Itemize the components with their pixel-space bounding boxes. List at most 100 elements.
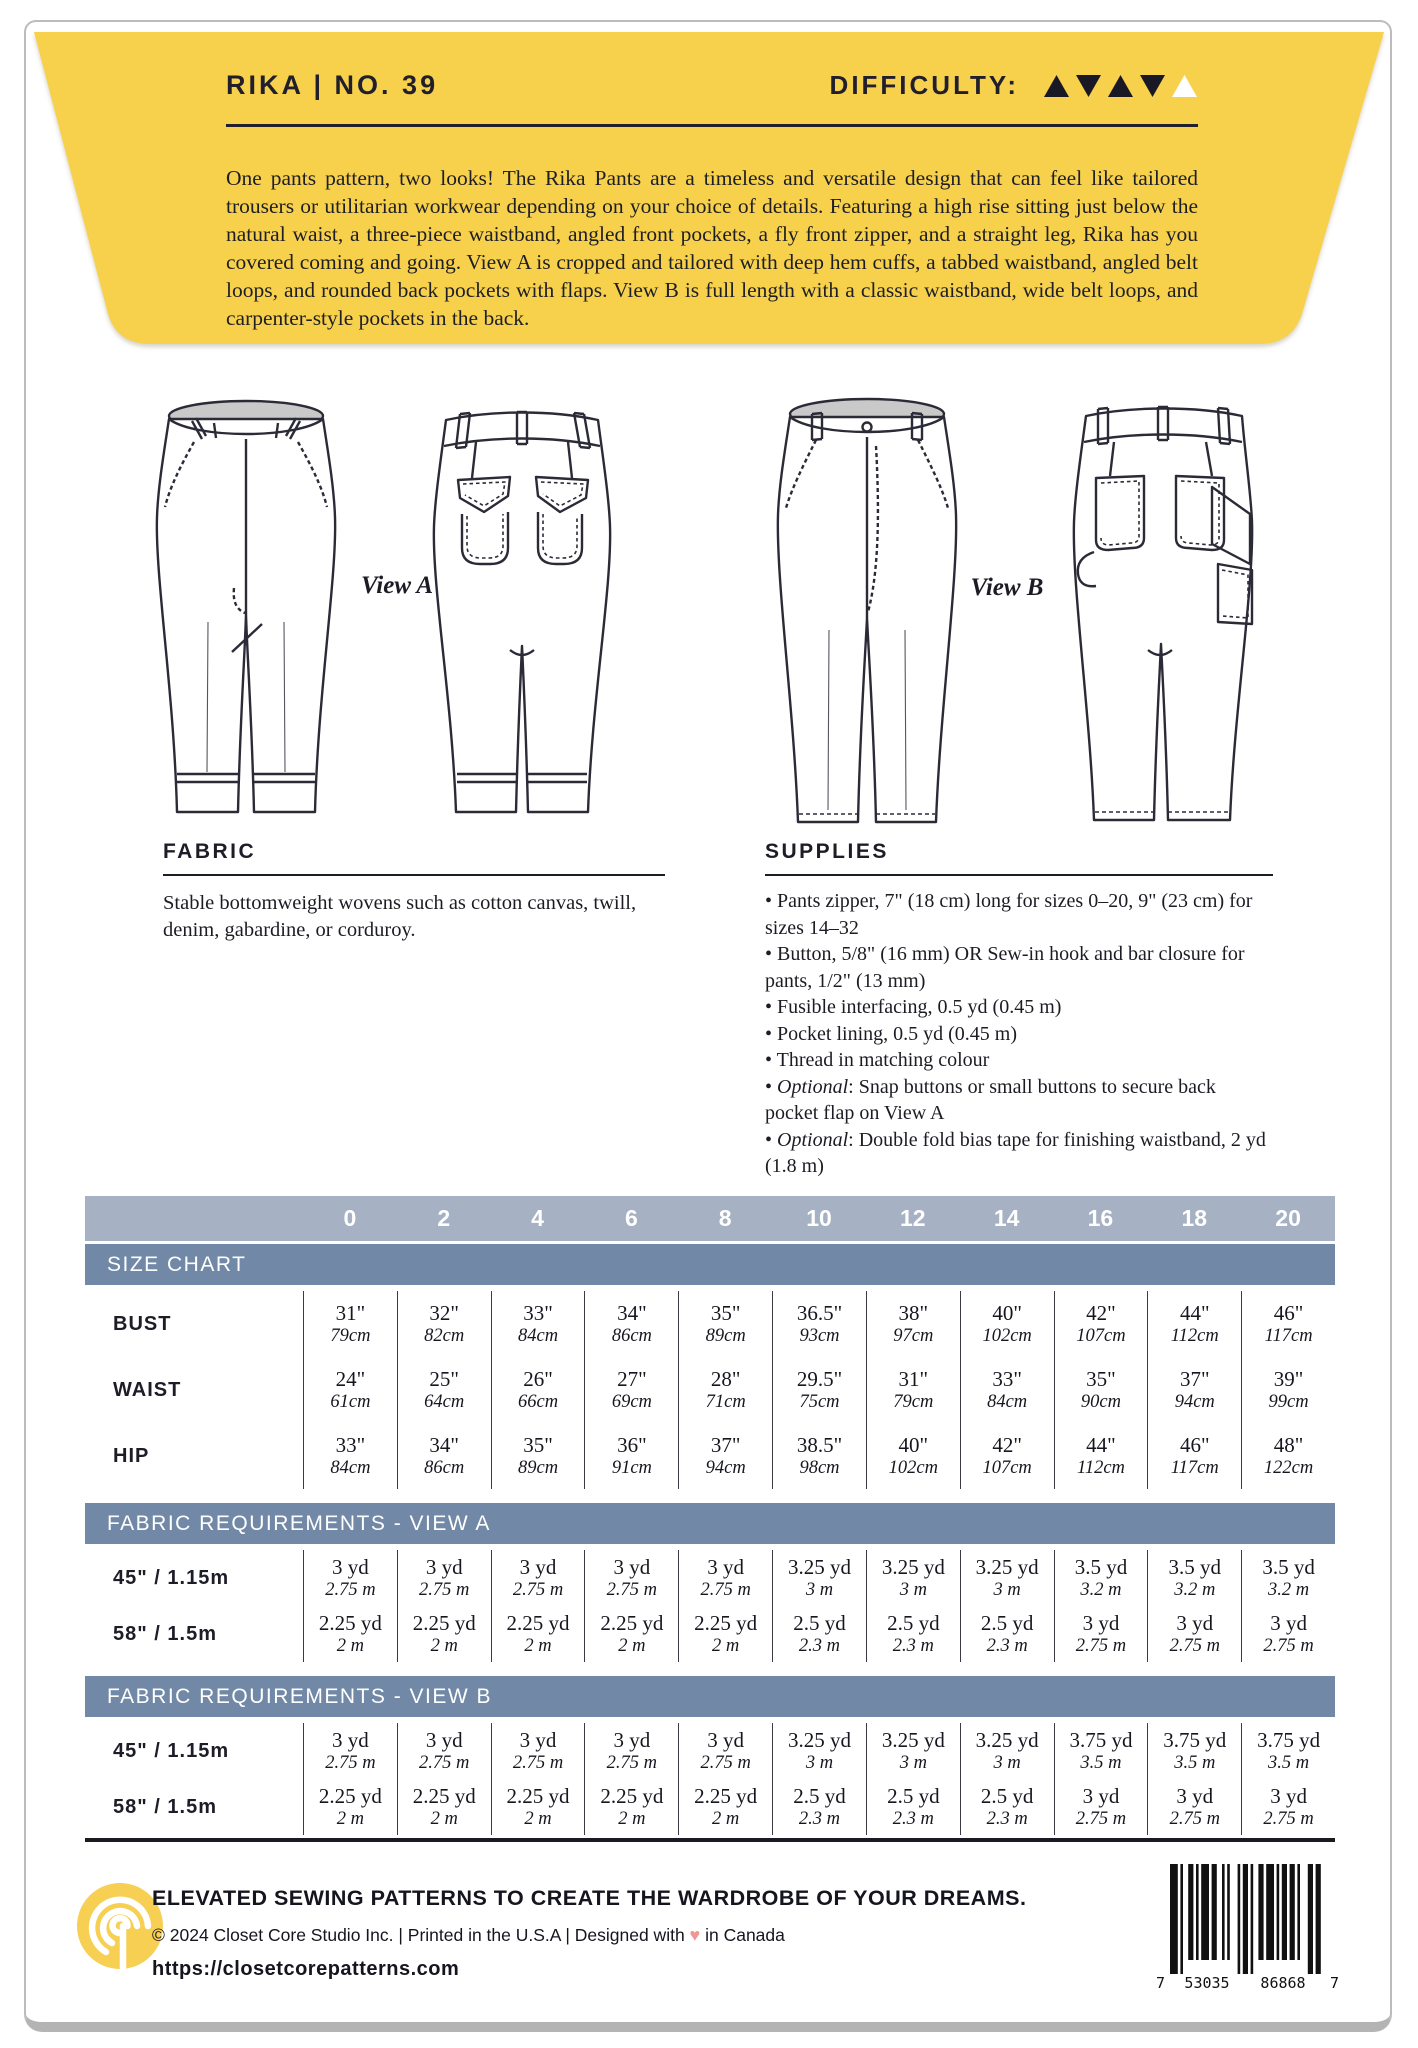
value-yards: 3 yd (1270, 1784, 1307, 1808)
yardage-cell: 2.25 yd 2 m (584, 1606, 678, 1662)
yardage-cell: 3 yd 2.75 m (678, 1550, 772, 1606)
yardage-cell: 3.25 yd 3 m (959, 1723, 1054, 1779)
measurement-cell: 34" 86cm (584, 1291, 678, 1357)
measurement-cell: 33" 84cm (303, 1423, 397, 1489)
page-title: RIKA | NO. 39 (226, 70, 439, 100)
value-meters: 2.3 m (798, 1809, 841, 1829)
yardage-cell: 3 yd 2.75 m (1147, 1606, 1241, 1662)
value-cm: 64cm (424, 1392, 465, 1412)
value-meters: 2.75 m (1169, 1809, 1220, 1829)
value-meters: 2.75 m (1075, 1809, 1127, 1829)
copyright-prefix: © 2024 Closet Core Studio Inc. | Printed… (152, 1925, 690, 1945)
yardage-cell: 3 yd 2.75 m (396, 1550, 491, 1606)
value-cm: 117cm (1264, 1326, 1313, 1346)
value-cm: 86cm (611, 1326, 652, 1346)
value-meters: 2.75 m (325, 1753, 376, 1773)
value-yards: 3.25 yd (881, 1555, 945, 1579)
supply-item: • Optional: Snap buttons or small button… (765, 1075, 1216, 1125)
value-yards: 3.5 yd (1074, 1555, 1128, 1579)
yardage-cell: 3.75 yd 3.5 m (1241, 1723, 1335, 1779)
value-cm: 66cm (518, 1392, 559, 1412)
value-meters: 2.75 m (1263, 1636, 1314, 1656)
value-inches: 34" (429, 1433, 459, 1457)
measurement-cell: 36.5" 93cm (772, 1291, 866, 1357)
value-yards: 2.5 yd (887, 1611, 940, 1635)
measurement-cell: 37" 94cm (678, 1423, 772, 1489)
value-meters: 2 m (618, 1636, 646, 1656)
yardage-cell: 3.5 yd 3.2 m (1241, 1550, 1335, 1606)
footer-text-block: ELEVATED SEWING PATTERNS TO CREATE THE W… (152, 1886, 1072, 1981)
yardage-row-label: 45" / 1.15m (113, 1566, 230, 1589)
value-inches: 39" (1273, 1367, 1304, 1391)
triangle-up-icon (1044, 74, 1069, 97)
supply-item: • Fusible interfacing, 0.5 yd (0.45 m) (765, 994, 1273, 1021)
value-yards: 3.75 yd (1257, 1728, 1321, 1752)
yardage-cell: 3 yd 2.75 m (584, 1550, 678, 1606)
value-inches: 40" (898, 1433, 929, 1457)
measurement-cell: 34" 86cm (396, 1423, 491, 1489)
yardage-cell: 2.25 yd 2 m (490, 1779, 585, 1835)
yardage-cell: 3 yd 2.75 m (1053, 1606, 1148, 1662)
measurement-cell: 38.5" 98cm (772, 1423, 866, 1489)
value-yards: 2.25 yd (506, 1611, 570, 1635)
barcode-digit-group: 7 (1156, 1974, 1165, 1992)
measurement-cell: 44" 112cm (1053, 1423, 1148, 1489)
value-yards: 3 yd (332, 1728, 369, 1752)
value-cm: 112cm (1170, 1326, 1219, 1346)
value-meters: 2.75 m (700, 1580, 751, 1600)
footer-divider (85, 1838, 1335, 1842)
fabric-text: Stable bottomweight wovens such as cotto… (163, 892, 637, 941)
value-meters: 3.2 m (1174, 1580, 1216, 1600)
yardage-cell: 3 yd 2.75 m (1241, 1779, 1335, 1835)
yardage-cell: 3 yd 2.75 m (1241, 1606, 1335, 1662)
value-inches: 26" (523, 1367, 553, 1391)
value-meters: 3 m (993, 1580, 1021, 1600)
size-column-header: 2 (437, 1205, 451, 1231)
yardage-cell: 3 yd 2.75 m (1147, 1779, 1241, 1835)
measurement-cell: 35" 90cm (1053, 1357, 1148, 1423)
table-row: HIP 33" 84cm 34" 86cm 35" 89cm 36" 91cm 37" 94cm 38… (85, 1423, 1335, 1489)
value-cm: 117cm (1170, 1458, 1219, 1478)
value-yards: 3.5 yd (1262, 1555, 1315, 1579)
value-yards: 3 yd (519, 1728, 557, 1752)
measurement-cell: 36" 91cm (584, 1423, 678, 1489)
value-meters: 3 m (899, 1580, 927, 1600)
value-yards: 2.25 yd (694, 1611, 758, 1635)
measurement-cell: 25" 64cm (396, 1357, 491, 1423)
yardage-cell: 3.25 yd 3 m (865, 1723, 960, 1779)
fabric-heading: FABRIC (163, 840, 665, 876)
value-cm: 79cm (330, 1326, 371, 1346)
bullet-icon: • (765, 1022, 778, 1045)
measurement-cell: 32" 82cm (396, 1291, 491, 1357)
value-inches: 31" (898, 1367, 929, 1391)
measurement-cell: 29.5" 75cm (772, 1357, 866, 1423)
value-inches: 25" (429, 1367, 459, 1391)
yardage-row-label: 58" / 1.5m (113, 1795, 217, 1818)
difficulty-rating: DIFFICULTY: (830, 70, 1198, 101)
yardage-cell: 3.25 yd 3 m (865, 1550, 960, 1606)
value-cm: 82cm (424, 1326, 465, 1346)
bullet-icon: • (765, 890, 778, 912)
yardage-cell: 3.75 yd 3.5 m (1053, 1723, 1148, 1779)
fabric-requirements-band-label: FABRIC REQUIREMENTS - VIEW A (107, 1511, 491, 1535)
yardage-cell: 2.25 yd 2 m (303, 1606, 397, 1662)
yardage-cell: 3.5 yd 3.2 m (1147, 1550, 1241, 1606)
supply-item: • Button, 5/8" (16 mm) OR Sew-in hook an… (765, 941, 1273, 994)
yardage-cell: 3 yd 2.75 m (584, 1723, 678, 1779)
value-meters: 3 m (805, 1753, 834, 1773)
view-a-back-illustration (432, 398, 612, 834)
value-inches: 29.5" (796, 1367, 843, 1391)
view-a-front-illustration (150, 392, 342, 834)
yardage-row-label: 45" / 1.15m (113, 1739, 230, 1762)
value-cm: 102cm (982, 1326, 1032, 1346)
measurement-cell: 42" 107cm (959, 1423, 1054, 1489)
value-inches: 37" (710, 1433, 741, 1457)
value-yards: 3 yd (1176, 1611, 1214, 1635)
size-column-header: 16 (1087, 1205, 1114, 1231)
value-yards: 2.5 yd (793, 1611, 846, 1635)
value-cm: 98cm (799, 1458, 840, 1478)
value-meters: 2.75 m (700, 1753, 751, 1773)
value-inches: 35" (523, 1433, 553, 1457)
value-meters: 2.75 m (325, 1580, 376, 1600)
value-inches: 46" (1273, 1301, 1304, 1325)
